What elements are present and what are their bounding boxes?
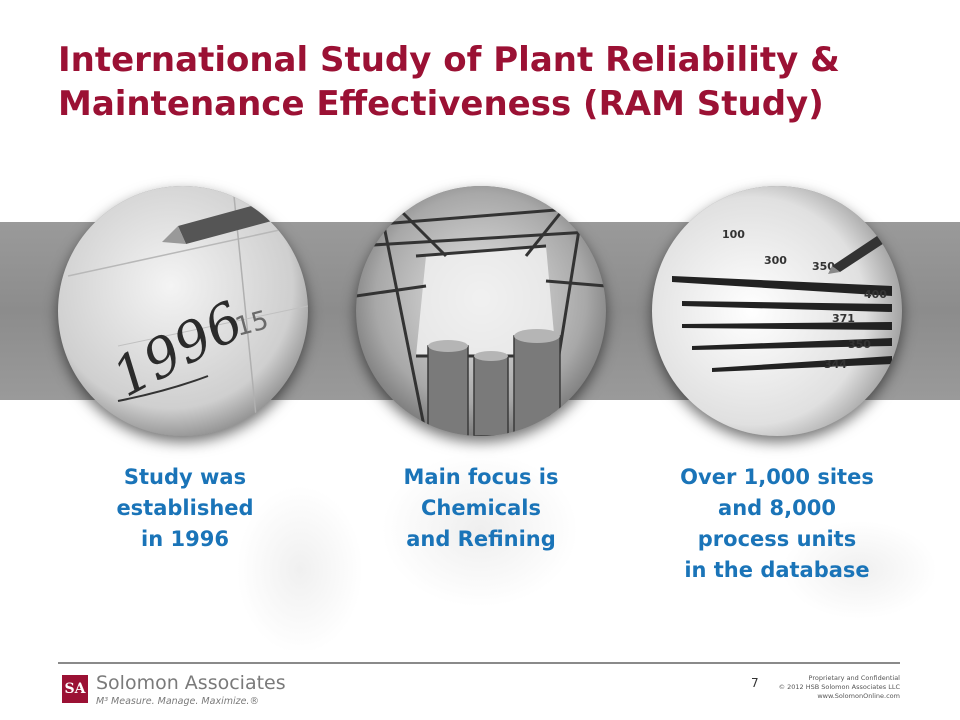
gauge-label: 350 (848, 338, 871, 351)
gauge-label: 371 (832, 312, 855, 325)
calendar-1996-image: 1996 15 (58, 186, 308, 436)
company-tagline: M³ Measure. Manage. Maximize.® (96, 696, 259, 707)
refinery-pipes-image (356, 186, 606, 436)
solomon-logo-icon: SA (62, 675, 88, 703)
gauge-label: 344 (824, 358, 847, 371)
gauge-dial-image: 100 300 350 400 371 350 344 (652, 186, 902, 436)
caption-main-focus: Main focus is Chemicals and Refining (403, 465, 559, 551)
company-name: Solomon Associates (96, 672, 286, 694)
gauge-label: 350 (812, 260, 835, 273)
gauge-label: 100 (722, 228, 745, 241)
caption-database-size: Over 1,000 sites and 8,000 process units… (680, 465, 874, 582)
footer-divider (58, 662, 900, 664)
page-number: 7 (751, 676, 759, 690)
legal-notice: Proprietary and Confidential © 2012 HSB … (778, 674, 900, 700)
slide-title: International Study of Plant Reliability… (58, 40, 840, 124)
gauge-label: 300 (764, 254, 787, 267)
caption-study-established: Study was established in 1996 (116, 465, 254, 551)
gauge-label: 400 (864, 288, 887, 301)
